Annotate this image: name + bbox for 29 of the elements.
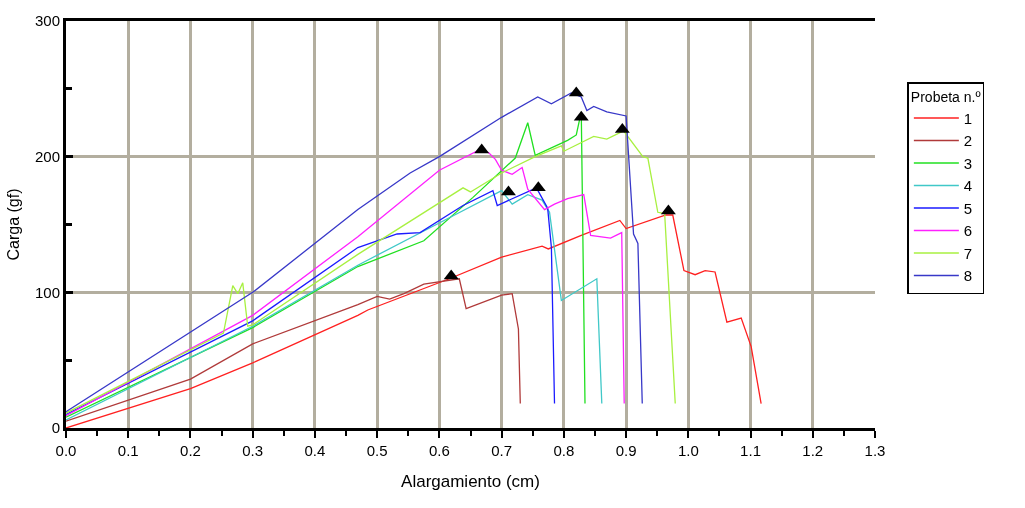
y-tick-label: 100 xyxy=(34,283,60,301)
y-tick-label: 200 xyxy=(34,147,60,165)
legend-label: 5 xyxy=(963,199,973,217)
x-tick-label: 0.7 xyxy=(491,442,513,459)
legend-label: 8 xyxy=(963,267,973,285)
y-axis-title: Carga (gf) xyxy=(4,188,22,261)
x-tick-label: 0.8 xyxy=(553,442,575,459)
x-tick-label: 1.2 xyxy=(802,442,824,459)
x-tick-label: 1.1 xyxy=(740,442,761,459)
legend-label: 4 xyxy=(963,177,973,195)
x-tick-label: 0.2 xyxy=(180,442,201,459)
y-tick-label: 0 xyxy=(51,419,60,437)
legend-title: Probeta n.º xyxy=(910,88,981,105)
legend-label: 1 xyxy=(963,109,973,127)
legend-label: 2 xyxy=(963,132,973,150)
x-tick-label: 1.0 xyxy=(677,442,699,459)
x-tick-label: 0.9 xyxy=(615,442,637,459)
x-tick-label: 0.5 xyxy=(366,442,388,459)
x-tick-label: 0.1 xyxy=(117,442,139,459)
x-tick-label: 0.6 xyxy=(428,442,450,459)
legend-label: 6 xyxy=(963,222,973,240)
legend-label: 3 xyxy=(963,154,973,172)
y-tick-label: 300 xyxy=(34,12,60,30)
x-axis-title: Alargamiento (cm) xyxy=(401,472,540,492)
x-tick-label: 1.3 xyxy=(864,442,886,459)
x-tick-label: 0.0 xyxy=(55,442,77,459)
legend-label: 7 xyxy=(963,244,973,262)
x-tick-label: 0.4 xyxy=(304,442,326,459)
x-tick-label: 0.3 xyxy=(242,442,264,459)
